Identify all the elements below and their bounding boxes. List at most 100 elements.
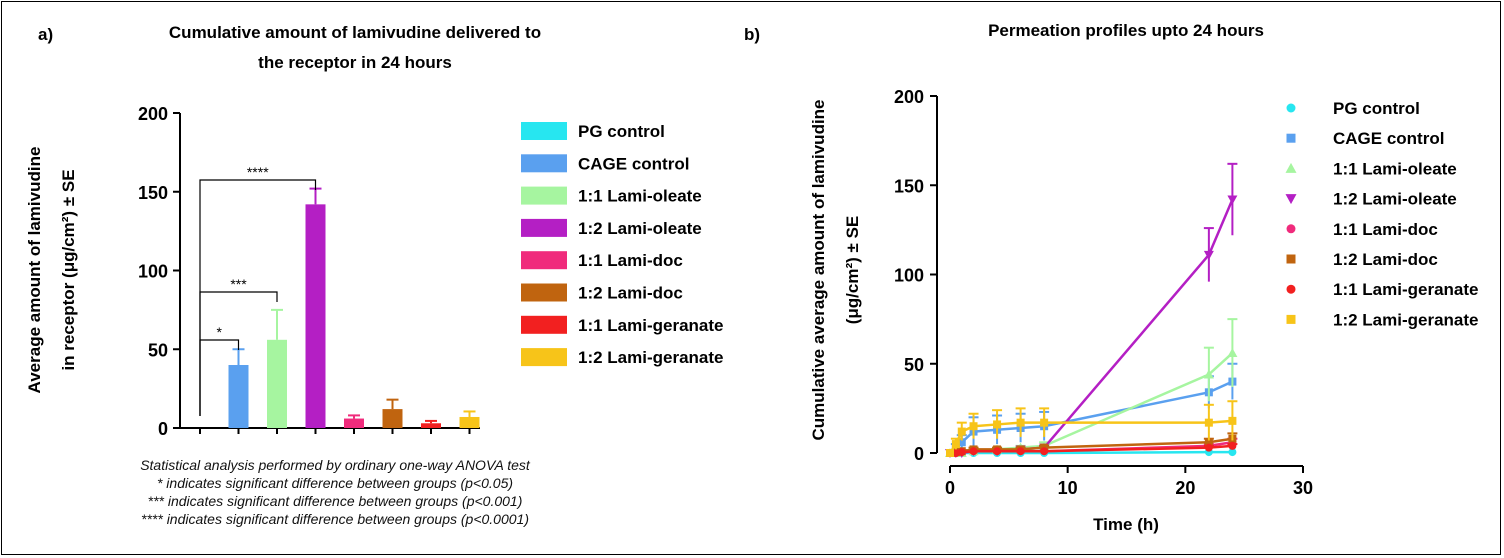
legend-marker bbox=[1286, 224, 1296, 234]
series-group bbox=[945, 318, 1238, 457]
legend-swatch bbox=[521, 154, 567, 173]
legend-label: PG control bbox=[1333, 99, 1420, 118]
legend-label: 1:1 Lami-geranate bbox=[578, 316, 724, 335]
data-point bbox=[951, 440, 960, 449]
x-tick-label: 0 bbox=[945, 478, 955, 498]
legend-label: 1:2 Lami-doc bbox=[1333, 250, 1438, 269]
bar bbox=[459, 416, 480, 428]
panel-b-xlabel: Time (h) bbox=[1093, 515, 1159, 534]
x-tick-label: 30 bbox=[1293, 478, 1313, 498]
panel-a-title-line-2: the receptor in 24 hours bbox=[258, 53, 452, 72]
data-point bbox=[1204, 438, 1213, 447]
legend-swatch bbox=[521, 251, 567, 270]
panel-b-ylabel-line-2: (μg/cm²) ± SE bbox=[843, 216, 862, 325]
note-line-2: * indicates significant difference betwe… bbox=[156, 475, 514, 491]
legend-label: 1:2 Lami-geranate bbox=[1333, 310, 1479, 329]
legend-marker bbox=[1286, 254, 1296, 264]
legend-marker bbox=[1286, 133, 1296, 143]
legend-label: CAGE control bbox=[1333, 129, 1444, 148]
y-tick-label: 150 bbox=[894, 176, 924, 196]
bar bbox=[228, 365, 249, 428]
legend-label: PG control bbox=[578, 122, 665, 141]
data-point bbox=[957, 448, 966, 457]
x-tick-label: 10 bbox=[1058, 478, 1078, 498]
data-point bbox=[1228, 441, 1237, 450]
legend-label: 1:1 Lami-doc bbox=[1333, 220, 1438, 239]
legend-label: 1:1 Lami-oleate bbox=[1333, 159, 1457, 178]
panel-a-ylabel-line-1: Average amount of lamivudine bbox=[25, 147, 44, 394]
data-point bbox=[1227, 195, 1238, 205]
data-point bbox=[1204, 443, 1213, 452]
legend-marker bbox=[1286, 314, 1296, 324]
data-point bbox=[1228, 416, 1237, 425]
data-point bbox=[993, 420, 1002, 429]
legend-swatch bbox=[521, 186, 567, 205]
significance-label: * bbox=[217, 324, 223, 340]
series-group bbox=[945, 162, 1238, 458]
panel-b-label: b) bbox=[744, 25, 760, 44]
panel-b-title: Permeation profiles upto 24 hours bbox=[988, 21, 1264, 40]
bar bbox=[382, 409, 403, 428]
legend-label: 1:1 Lami-oleate bbox=[578, 187, 702, 206]
data-point bbox=[1016, 418, 1025, 427]
data-point bbox=[1016, 447, 1025, 456]
data-point bbox=[1227, 348, 1238, 358]
legend-marker bbox=[1286, 103, 1296, 113]
data-point bbox=[969, 447, 978, 456]
legend-swatch bbox=[521, 315, 567, 334]
significance-bracket bbox=[199, 179, 317, 416]
data-point bbox=[1040, 447, 1049, 456]
legend-swatch bbox=[521, 348, 567, 367]
data-point bbox=[1228, 448, 1237, 457]
note-line-4: **** indicates significant difference be… bbox=[141, 511, 529, 527]
data-point bbox=[1040, 418, 1049, 427]
legend-label: 1:1 Lami-doc bbox=[578, 251, 683, 270]
data-point bbox=[969, 422, 978, 431]
data-point bbox=[1204, 418, 1213, 427]
series-group bbox=[946, 441, 1238, 457]
legend-label: 1:2 Lami-oleate bbox=[1333, 190, 1457, 209]
legend-label: 1:2 Lami-geranate bbox=[578, 348, 724, 367]
panel-a-label: a) bbox=[38, 25, 53, 44]
y-tick-label: 0 bbox=[914, 444, 924, 464]
legend-marker bbox=[1286, 284, 1296, 294]
panel-a-ylabel-line-2: in receptor (μg/cm²) ± SE bbox=[59, 169, 78, 370]
note-line-1: Statistical analysis performed by ordina… bbox=[140, 457, 530, 473]
panel-b-ylabel-line-1: Cumulative average amount of lamivudine bbox=[809, 99, 828, 440]
statistics-notes: Statistical analysis performed by ordina… bbox=[70, 456, 600, 528]
series-line bbox=[950, 352, 1234, 455]
data-point bbox=[1203, 250, 1214, 260]
data-point bbox=[957, 438, 966, 447]
y-tick-label: 200 bbox=[894, 87, 924, 107]
significance-label: **** bbox=[247, 164, 269, 180]
bar bbox=[344, 418, 364, 428]
y-tick-label: 100 bbox=[894, 266, 924, 286]
legend-label: 1:2 Lami-oleate bbox=[578, 219, 702, 238]
bar bbox=[305, 204, 326, 428]
y-tick-label: 50 bbox=[148, 340, 168, 360]
line-chart: 0 50 100 150 200 0 10 20 30 PG control CAGE contro… bbox=[894, 87, 1479, 498]
y-tick-label: 100 bbox=[138, 262, 168, 282]
panel-a-title-line-1: Cumulative amount of lamivudine delivere… bbox=[169, 23, 541, 42]
data-point bbox=[993, 447, 1002, 456]
y-tick-label: 150 bbox=[138, 183, 168, 203]
bar bbox=[267, 339, 287, 428]
y-tick-label: 50 bbox=[904, 355, 924, 375]
data-point bbox=[1203, 369, 1214, 379]
y-tick-label: 0 bbox=[158, 419, 168, 439]
legend-label: CAGE control bbox=[578, 154, 689, 173]
x-tick-label: 20 bbox=[1175, 478, 1195, 498]
legend-marker bbox=[1285, 194, 1297, 205]
legend-swatch bbox=[521, 218, 567, 237]
legend-label: 1:2 Lami-doc bbox=[578, 284, 683, 303]
legend-marker bbox=[1285, 162, 1297, 173]
note-line-3: *** indicates significant difference bet… bbox=[147, 493, 523, 509]
y-tick-label: 200 bbox=[138, 104, 168, 124]
significance-label: *** bbox=[230, 276, 247, 292]
data-point bbox=[946, 449, 954, 457]
bar bbox=[421, 423, 441, 428]
legend-swatch bbox=[521, 283, 567, 302]
